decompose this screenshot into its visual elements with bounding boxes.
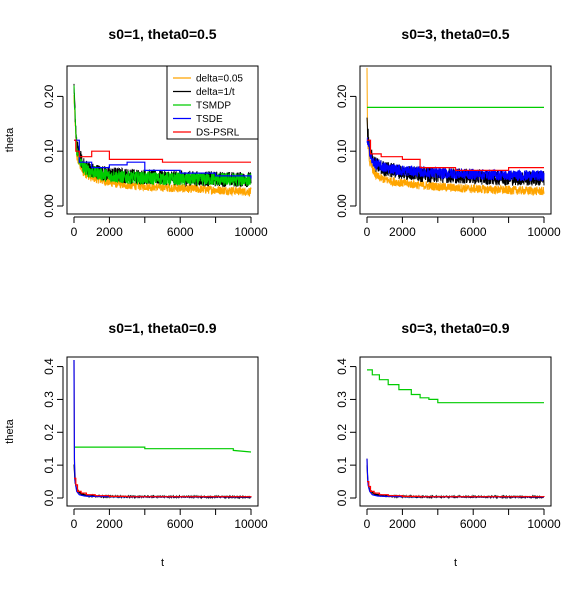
legend-label: TSMDP: [196, 101, 231, 112]
y-tick-label: 0.2: [335, 424, 349, 441]
series-line-tsde: [366, 137, 545, 182]
x-tick-label: 2000: [389, 225, 416, 239]
x-tick-label: 6000: [460, 225, 487, 239]
plot-frame: [359, 65, 552, 215]
x-tick-label: 2000: [389, 517, 416, 531]
series-line-ds-psrl: [74, 139, 251, 163]
series-line-ds-psrl: [367, 481, 545, 498]
panel-title: s0=1, theta0=0.9: [108, 320, 216, 336]
legend-label: DS-PSRL: [196, 128, 240, 139]
x-tick-label: 2000: [96, 225, 123, 239]
panel-1: s0=1, theta0=0.50 2000 6000 100000.000.100.…: [4, 26, 268, 239]
x-tick-label: 6000: [460, 517, 487, 531]
y-tick-label: 0.20: [335, 84, 349, 108]
panel-3: s0=1, theta0=0.90 2000 6000 100000.00.10.20…: [4, 320, 268, 569]
legend-label: delta=0.05: [196, 74, 243, 85]
y-tick-label: 0.3: [335, 391, 349, 408]
y-tick-label: 0.20: [42, 84, 56, 108]
series-group: [73, 359, 252, 500]
x-axis: 0 2000 6000 10000: [71, 216, 268, 239]
y-tick-label: 0.1: [335, 456, 349, 473]
panel-title: s0=1, theta0=0.5: [108, 26, 216, 42]
y-tick-label: 0.1: [42, 456, 56, 473]
panel-title: s0=3, theta0=0.9: [401, 320, 509, 336]
x-tick-label: 0: [364, 517, 371, 531]
x-axis-label: t: [454, 557, 457, 569]
y-tick-label: 0.10: [335, 139, 349, 163]
legend-label: TSDE: [196, 114, 223, 125]
x-tick-label: 6000: [167, 225, 194, 239]
y-tick-label: 0.00: [335, 194, 349, 218]
series-line-ds-psrl: [74, 477, 252, 498]
y-tick-label: 0.10: [42, 139, 56, 163]
series-line-ds-psrl: [367, 139, 544, 171]
y-axis: 0.0 0.1 0.2 0.3 0.4: [335, 358, 357, 506]
panel-4: s0=3, theta0=0.90 2000 6000 100000.00.10.20…: [335, 320, 561, 569]
plot-frame: [66, 356, 259, 507]
series-group: [366, 67, 545, 196]
x-axis: 0 2000 6000 10000: [364, 216, 561, 239]
y-tick-label: 0.0: [42, 489, 56, 506]
series-line-tsmdp: [73, 85, 252, 186]
y-tick-label: 0.4: [335, 358, 349, 375]
x-tick-label: 10000: [527, 225, 561, 239]
plot-frame: [359, 356, 552, 507]
y-axis-label: theta: [4, 418, 16, 443]
series-group: [366, 369, 545, 500]
x-tick-label: 6000: [167, 517, 194, 531]
series-line-tsde: [74, 139, 252, 179]
x-tick-label: 10000: [234, 225, 268, 239]
x-axis: 0 2000 6000 10000: [71, 508, 268, 531]
legend-label: delta=1/t: [196, 87, 235, 98]
series-line-tsmdp: [367, 369, 544, 404]
legend: delta=0.05 delta=1/t TSMDP TSDE DS-PSRL: [166, 65, 259, 140]
plot-frame: [66, 65, 259, 215]
x-axis-label: t: [161, 557, 164, 569]
y-tick-label: 0.2: [42, 424, 56, 441]
y-axis: 0.0 0.1 0.2 0.3 0.4: [42, 358, 64, 506]
series-group: [73, 83, 252, 198]
y-tick-label: 0.3: [42, 391, 56, 408]
series-line-delta-0-05: [366, 67, 545, 196]
y-axis: 0.00 0.10 0.20: [42, 84, 64, 218]
x-tick-label: 10000: [234, 517, 268, 531]
x-tick-label: 0: [71, 517, 78, 531]
y-tick-label: 0.00: [42, 194, 56, 218]
x-tick-label: 10000: [527, 517, 561, 531]
series-line-tsde: [366, 458, 545, 498]
x-axis: 0 2000 6000 10000: [364, 508, 561, 531]
y-tick-label: 0.0: [335, 489, 349, 506]
x-tick-label: 0: [71, 225, 78, 239]
x-tick-label: 2000: [96, 517, 123, 531]
series-line-tsmdp: [74, 446, 252, 453]
y-tick-label: 0.4: [42, 358, 56, 375]
x-tick-label: 0: [364, 225, 371, 239]
panel-title: s0=3, theta0=0.5: [401, 26, 509, 42]
panel-2: s0=3, theta0=0.50 2000 6000 100000.000.100.…: [335, 26, 561, 239]
y-axis: 0.00 0.10 0.20: [335, 84, 357, 218]
series-line-tsde: [73, 359, 252, 498]
y-axis-label: theta: [4, 127, 16, 152]
